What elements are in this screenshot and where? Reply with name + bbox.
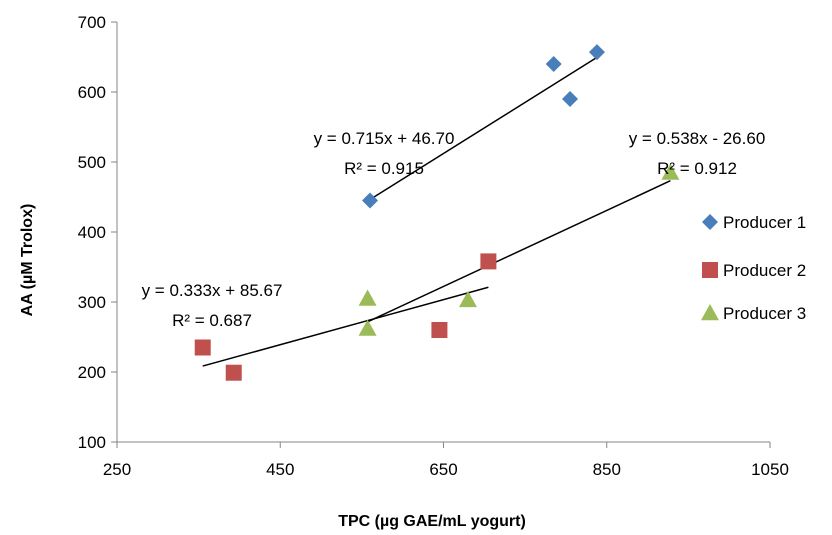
trendline-equation-3: y = 0.538x - 26.60 (629, 129, 766, 148)
trendline-r2-2: R² = 0.687 (172, 311, 252, 330)
trendline-equation-1: y = 0.715x + 46.70 (314, 129, 455, 148)
y-tick-label: 600 (78, 83, 106, 102)
trendline-3 (367, 180, 671, 323)
legend-marker-3 (701, 304, 719, 321)
data-point-producer-2 (480, 253, 497, 270)
data-points (194, 44, 680, 381)
data-point-producer-2 (225, 364, 242, 381)
legend-marker-1 (702, 214, 718, 230)
trendline-1 (369, 56, 598, 201)
trendline-r2-1: R² = 0.915 (344, 159, 424, 178)
data-point-producer-1 (588, 44, 605, 61)
data-point-producer-3 (358, 289, 377, 306)
y-tick-label: 500 (78, 153, 106, 172)
y-tick-label: 200 (78, 363, 106, 382)
data-point-producer-2 (431, 322, 448, 338)
trendline-r2-3: R² = 0.912 (657, 159, 737, 178)
x-tick-label: 650 (429, 460, 457, 479)
x-tick-label: 1050 (751, 460, 789, 479)
legend-label-3: Producer 3 (723, 304, 806, 323)
x-tick-label: 450 (266, 460, 294, 479)
data-point-producer-3 (358, 319, 377, 336)
data-point-producer-1 (362, 192, 379, 209)
y-tick-label: 300 (78, 293, 106, 312)
data-point-producer-1 (562, 91, 579, 107)
x-tick-label: 850 (593, 460, 621, 479)
legend-label-1: Producer 1 (723, 213, 806, 232)
data-point-producer-3 (458, 290, 477, 308)
y-axis-title: AA (µM Trolox) (19, 204, 36, 317)
trendline-equations: y = 0.715x + 46.70 R² = 0.915 y = 0.333x +… (142, 129, 766, 330)
data-point-producer-3 (661, 163, 680, 180)
trendline-equation-2: y = 0.333x + 85.67 (142, 281, 283, 300)
y-tick-label: 100 (78, 433, 106, 452)
y-tick-label: 700 (78, 13, 106, 32)
x-axis-title: TPC (µg GAE/mL yogurt) (338, 513, 526, 530)
data-point-producer-1 (545, 56, 562, 72)
trendlines (202, 56, 671, 367)
axes: 100 200 300 400 500 600 700 250 450 650 850 1050 (78, 13, 789, 479)
legend: Producer 1 Producer 2 Producer 3 (701, 213, 806, 323)
legend-marker-2 (702, 262, 718, 278)
data-point-producer-2 (194, 339, 211, 356)
trendline-2 (202, 286, 489, 367)
y-tick-label: 400 (78, 223, 106, 242)
legend-label-2: Producer 2 (723, 261, 806, 280)
x-tick-label: 250 (103, 460, 131, 479)
